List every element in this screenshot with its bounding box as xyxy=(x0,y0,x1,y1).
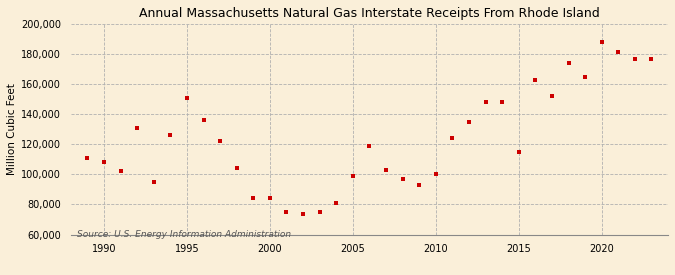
Point xyxy=(265,196,275,201)
Point xyxy=(315,210,325,214)
Point xyxy=(215,139,225,144)
Point xyxy=(630,56,641,61)
Point xyxy=(82,156,93,160)
Point xyxy=(447,136,458,141)
Title: Annual Massachusetts Natural Gas Interstate Receipts From Rhode Island: Annual Massachusetts Natural Gas Interst… xyxy=(139,7,600,20)
Y-axis label: Million Cubic Feet: Million Cubic Feet xyxy=(7,83,17,175)
Point xyxy=(99,160,109,164)
Point xyxy=(563,61,574,65)
Point xyxy=(514,150,524,154)
Point xyxy=(281,210,292,214)
Point xyxy=(596,40,607,44)
Point xyxy=(348,174,358,178)
Point xyxy=(364,144,375,148)
Point xyxy=(132,125,142,130)
Point xyxy=(232,166,242,170)
Point xyxy=(298,211,308,216)
Point xyxy=(414,183,425,187)
Point xyxy=(464,120,475,124)
Point xyxy=(248,196,259,201)
Text: Source: U.S. Energy Information Administration: Source: U.S. Energy Information Administ… xyxy=(77,230,291,239)
Point xyxy=(381,168,392,172)
Point xyxy=(148,180,159,184)
Point xyxy=(198,118,209,122)
Point xyxy=(165,133,176,138)
Point xyxy=(580,74,591,79)
Point xyxy=(115,169,126,174)
Point xyxy=(431,172,441,177)
Point xyxy=(497,100,508,104)
Point xyxy=(182,95,192,100)
Point xyxy=(646,56,657,61)
Point xyxy=(613,50,624,55)
Point xyxy=(480,100,491,104)
Point xyxy=(331,201,342,205)
Point xyxy=(547,94,558,98)
Point xyxy=(397,177,408,181)
Point xyxy=(530,77,541,82)
